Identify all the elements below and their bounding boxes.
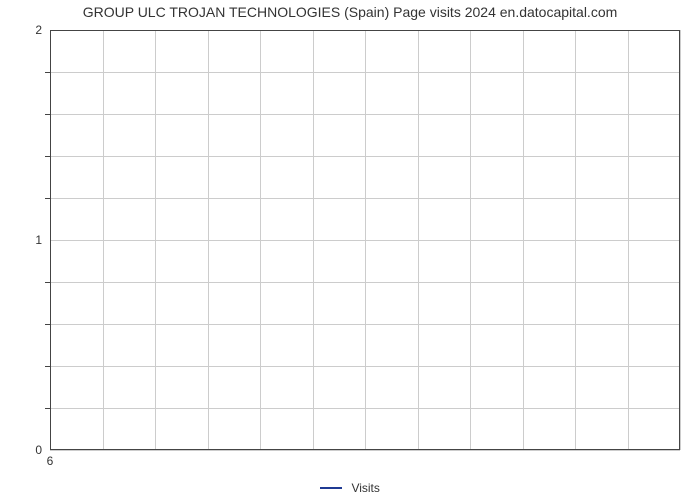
legend: Visits [0, 480, 700, 495]
plot-border [50, 30, 680, 31]
grid-line-h [50, 366, 680, 367]
y-minor-tick [45, 324, 50, 325]
chart-container: GROUP ULC TROJAN TECHNOLOGIES (Spain) Pa… [0, 0, 700, 500]
grid-line-h [50, 198, 680, 199]
grid-line-h [50, 324, 680, 325]
grid-line-h [50, 282, 680, 283]
y-minor-tick [45, 366, 50, 367]
grid-line-h [50, 240, 680, 241]
grid-line-h [50, 114, 680, 115]
y-tick-label: 2 [35, 23, 50, 37]
y-minor-tick [45, 282, 50, 283]
y-minor-tick [45, 198, 50, 199]
y-minor-tick [45, 408, 50, 409]
y-minor-tick [45, 72, 50, 73]
x-tick-label: 6 [47, 450, 54, 468]
y-minor-tick [45, 156, 50, 157]
plot-border [50, 30, 51, 450]
legend-label-visits: Visits [351, 481, 379, 495]
plot-border [50, 449, 680, 450]
chart-title: GROUP ULC TROJAN TECHNOLOGIES (Spain) Pa… [0, 4, 700, 20]
grid-line-h [50, 450, 680, 451]
grid-line-v [680, 30, 681, 450]
plot-border [679, 30, 680, 450]
grid-line-h [50, 72, 680, 73]
y-tick-label: 1 [35, 233, 50, 247]
plot-area: 0126 [50, 30, 680, 450]
grid-line-h [50, 408, 680, 409]
grid-line-h [50, 156, 680, 157]
y-minor-tick [45, 114, 50, 115]
legend-swatch-visits [320, 487, 342, 489]
